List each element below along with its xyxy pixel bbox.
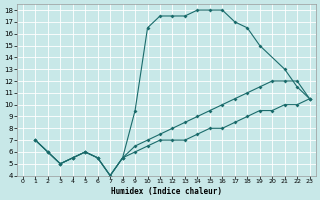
X-axis label: Humidex (Indice chaleur): Humidex (Indice chaleur) (111, 187, 222, 196)
